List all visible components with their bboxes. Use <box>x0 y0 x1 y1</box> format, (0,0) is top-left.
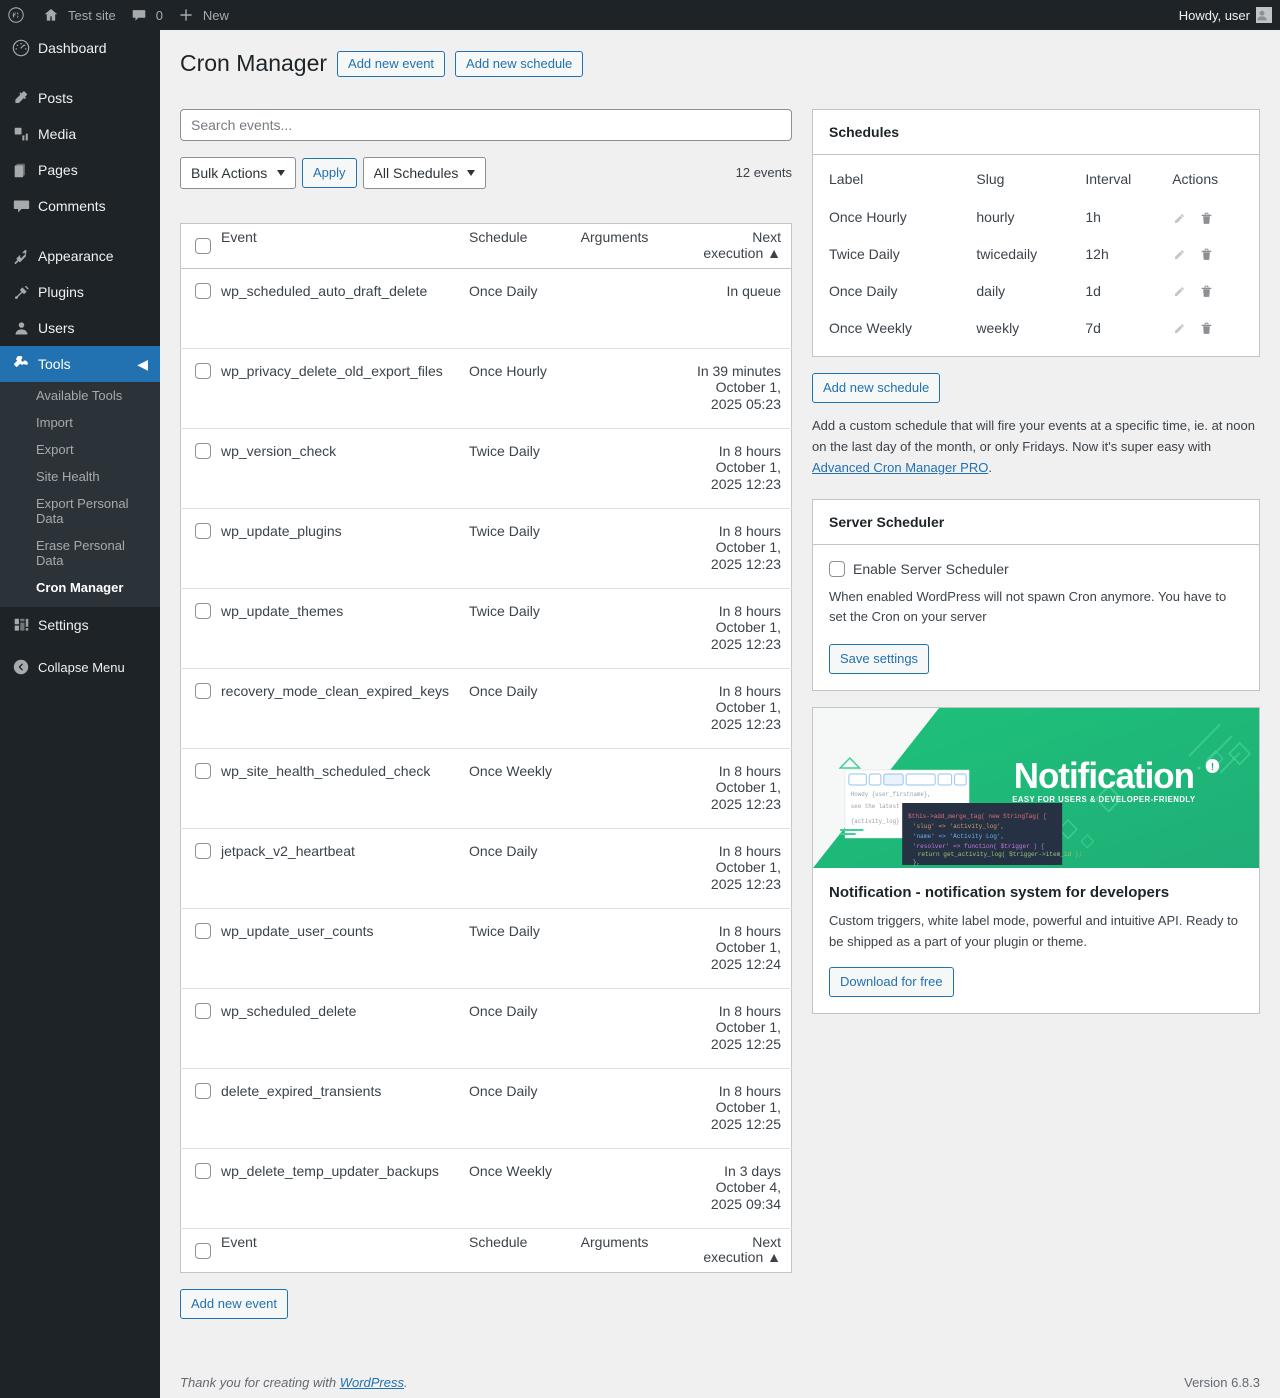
svg-text:Notification: Notification <box>1014 756 1194 797</box>
svg-text:'name' => 'Activity Log',: 'name' => 'Activity Log', <box>913 833 1004 840</box>
svg-text:EASY FOR USERS & DEVELOPER-FRI: EASY FOR USERS & DEVELOPER-FRIENDLY <box>1012 795 1196 804</box>
svg-text:!: ! <box>1211 762 1214 773</box>
svg-text:'resolver' => function( $trigg: 'resolver' => function( $trigger ) { <box>913 843 1045 850</box>
svg-text:{activity_log}: {activity_log} <box>851 818 900 825</box>
svg-text:'slug' => 'activity_log',: 'slug' => 'activity_log', <box>913 823 1004 830</box>
svg-text:},: }, <box>913 859 920 866</box>
svg-text:return get_activity_log( $trig: return get_activity_log( $trigger->item_… <box>918 851 1082 858</box>
svg-text:Howdy {user_firstname},: Howdy {user_firstname}, <box>851 791 931 798</box>
svg-text:$this->add_merge_tag( new Stri: $this->add_merge_tag( new StringTag( [ <box>908 813 1047 820</box>
